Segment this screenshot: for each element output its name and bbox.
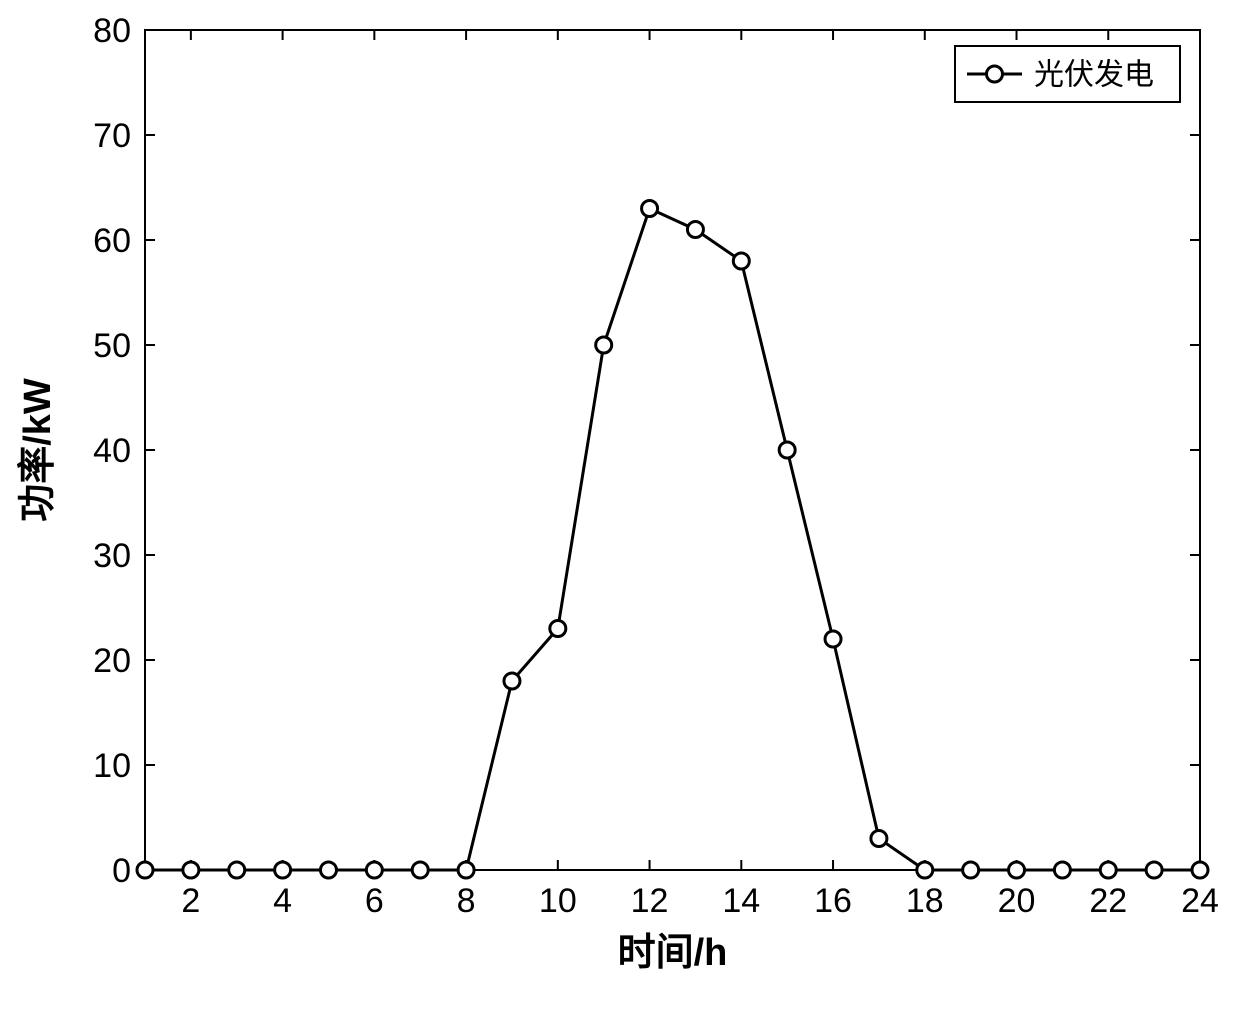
series-marker (825, 631, 841, 647)
series-marker (596, 337, 612, 353)
y-tick-label: 50 (93, 327, 131, 365)
x-tick-label: 22 (1089, 882, 1127, 920)
y-tick-label: 20 (93, 642, 131, 680)
x-tick-label: 18 (906, 882, 944, 920)
x-tick-label: 2 (181, 882, 200, 920)
x-tick-label: 4 (273, 882, 292, 920)
series-marker (1146, 862, 1162, 878)
series-marker (871, 831, 887, 847)
series-marker (1100, 862, 1116, 878)
series-marker (687, 222, 703, 238)
series-marker (183, 862, 199, 878)
x-tick-label: 20 (998, 882, 1036, 920)
series-marker (963, 862, 979, 878)
x-tick-label: 12 (631, 882, 669, 920)
pv-power-chart: 2468101214161820222401020304050607080时间/… (0, 0, 1237, 1009)
series-marker (1192, 862, 1208, 878)
series-marker (412, 862, 428, 878)
x-axis-label: 时间/h (618, 932, 728, 974)
y-axis-label: 功率/kW (17, 378, 59, 522)
y-tick-label: 40 (93, 432, 131, 470)
series-marker (550, 621, 566, 637)
y-tick-label: 80 (93, 12, 131, 50)
series-marker (137, 862, 153, 878)
y-tick-label: 10 (93, 747, 131, 785)
series-marker (458, 862, 474, 878)
series-marker (504, 673, 520, 689)
y-tick-label: 30 (93, 537, 131, 575)
series-marker (1054, 862, 1070, 878)
legend-label: 光伏发电 (1034, 59, 1154, 92)
y-tick-label: 70 (93, 117, 131, 155)
x-tick-label: 14 (722, 882, 760, 920)
series-marker (917, 862, 933, 878)
series-marker (320, 862, 336, 878)
x-tick-label: 10 (539, 882, 577, 920)
series-marker (642, 201, 658, 217)
chart-svg: 2468101214161820222401020304050607080时间/… (0, 0, 1237, 1009)
series-marker (366, 862, 382, 878)
series-marker (275, 862, 291, 878)
x-tick-label: 6 (365, 882, 384, 920)
x-tick-label: 8 (457, 882, 476, 920)
series-marker (779, 442, 795, 458)
series-marker (733, 253, 749, 269)
x-tick-label: 16 (814, 882, 852, 920)
y-tick-label: 0 (112, 852, 131, 890)
y-tick-label: 60 (93, 222, 131, 260)
series-marker (1009, 862, 1025, 878)
series-marker (229, 862, 245, 878)
x-tick-label: 24 (1181, 882, 1219, 920)
legend-sample-marker (987, 66, 1003, 82)
